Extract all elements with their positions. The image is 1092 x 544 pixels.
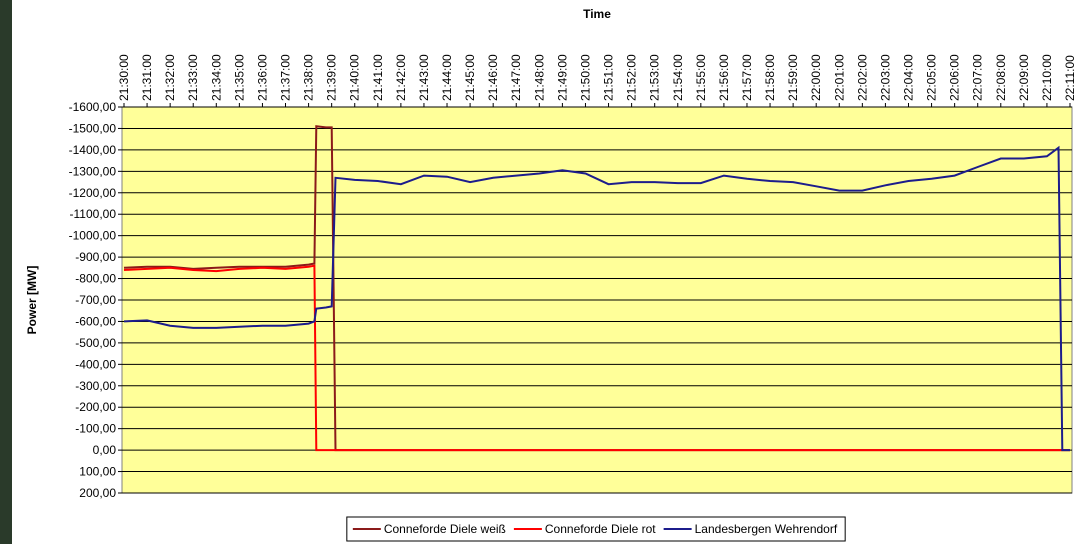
x-tick-label: 21:36:00 [255, 54, 269, 101]
y-tick-label: 200,00 [79, 486, 116, 500]
x-tick-label: 21:35:00 [232, 54, 246, 101]
x-tick-label: 21:30:00 [117, 54, 131, 101]
legend: Conneforde Diele weiß Conneforde Diele ro… [347, 517, 845, 541]
x-tick-label: 22:07:00 [971, 54, 985, 101]
y-tick-label: -600,00 [75, 314, 116, 328]
x-tick-label: 21:55:00 [694, 54, 708, 101]
x-tick-label: 21:47:00 [509, 54, 523, 101]
x-tick-label: 21:52:00 [625, 54, 639, 101]
x-tick-label: 22:01:00 [832, 54, 846, 101]
y-tick-label: -200,00 [75, 400, 116, 414]
x-tick-label: 22:04:00 [901, 54, 915, 101]
x-axis-title: Time [583, 7, 611, 21]
x-tick-label: 21:44:00 [440, 54, 454, 101]
x-tick-label: 21:59:00 [786, 54, 800, 101]
x-tick-label: 21:53:00 [648, 54, 662, 101]
x-tick-label: 21:45:00 [463, 54, 477, 101]
x-tick-label: 21:48:00 [532, 54, 546, 101]
y-tick-label: 100,00 [79, 465, 116, 479]
x-tick-label: 21:57:00 [740, 54, 754, 101]
x-tick-label: 22:03:00 [878, 54, 892, 101]
y-tick-label: -900,00 [75, 250, 116, 264]
x-tick-label: 22:09:00 [1017, 54, 1031, 101]
x-tick-label: 22:08:00 [994, 54, 1008, 101]
y-tick-label: -1100,00 [70, 207, 117, 221]
x-tick-label: 21:58:00 [763, 54, 777, 101]
x-tick-label: 21:49:00 [555, 54, 569, 101]
y-tick-label: -1200,00 [69, 186, 117, 200]
background-strip [0, 0, 12, 544]
x-tick-label: 22:05:00 [925, 54, 939, 101]
chart: Time Power [MW] -1600,00 -1500,00 -1400,00… [0, 0, 1092, 544]
x-tick-label: 21:38:00 [302, 54, 316, 101]
x-tick-label: 21:56:00 [717, 54, 731, 101]
page: Time Power [MW] -1600,00 -1500,00 -1400,00… [0, 0, 1092, 544]
x-tick-label: 22:11:00 [1063, 55, 1077, 101]
y-tick-label: 0,00 [93, 443, 117, 457]
x-tick-label: 21:54:00 [671, 54, 685, 101]
y-tick-label: -700,00 [75, 293, 116, 307]
y-tick-label: -100,00 [75, 422, 116, 436]
x-tick-label: 22:00:00 [809, 54, 823, 101]
legend-label: Conneforde Diele rot [545, 522, 656, 536]
x-tick-label: 22:02:00 [855, 54, 869, 101]
legend-label: Conneforde Diele weiß [384, 522, 506, 536]
y-tick-label: -1300,00 [69, 164, 117, 178]
x-tick-label: 21:41:00 [371, 54, 385, 101]
x-tick-label: 21:33:00 [186, 54, 200, 101]
x-tick-label: 21:40:00 [348, 54, 362, 101]
y-tick-label: -1600,00 [69, 100, 117, 114]
y-tick-label: -1500,00 [69, 121, 117, 135]
x-tick-label: 21:31:00 [140, 54, 154, 101]
y-tick-label: -500,00 [75, 336, 116, 350]
x-tick-label: 21:42:00 [394, 54, 408, 101]
x-tick-label: 22:10:00 [1040, 54, 1054, 101]
x-tick-label: 21:32:00 [163, 54, 177, 101]
x-tick-label: 21:46:00 [486, 54, 500, 101]
x-tick-label: 21:39:00 [325, 54, 339, 101]
x-tick-label: 21:50:00 [578, 54, 592, 101]
legend-label: Landesbergen Wehrendorf [695, 522, 838, 536]
y-tick-label: -300,00 [75, 379, 116, 393]
x-tick-label: 22:06:00 [948, 54, 962, 101]
x-tick-label: 21:34:00 [209, 54, 223, 101]
y-axis-title: Power [MW] [25, 266, 39, 335]
y-tick-label: -400,00 [75, 357, 116, 371]
x-tick-label: 21:51:00 [602, 54, 616, 101]
y-tick-label: -800,00 [75, 272, 116, 286]
y-tick-label: -1000,00 [69, 229, 117, 243]
x-tick-label: 21:43:00 [417, 54, 431, 101]
y-tick-label: -1400,00 [69, 143, 117, 157]
x-tick-label: 21:37:00 [279, 54, 293, 101]
